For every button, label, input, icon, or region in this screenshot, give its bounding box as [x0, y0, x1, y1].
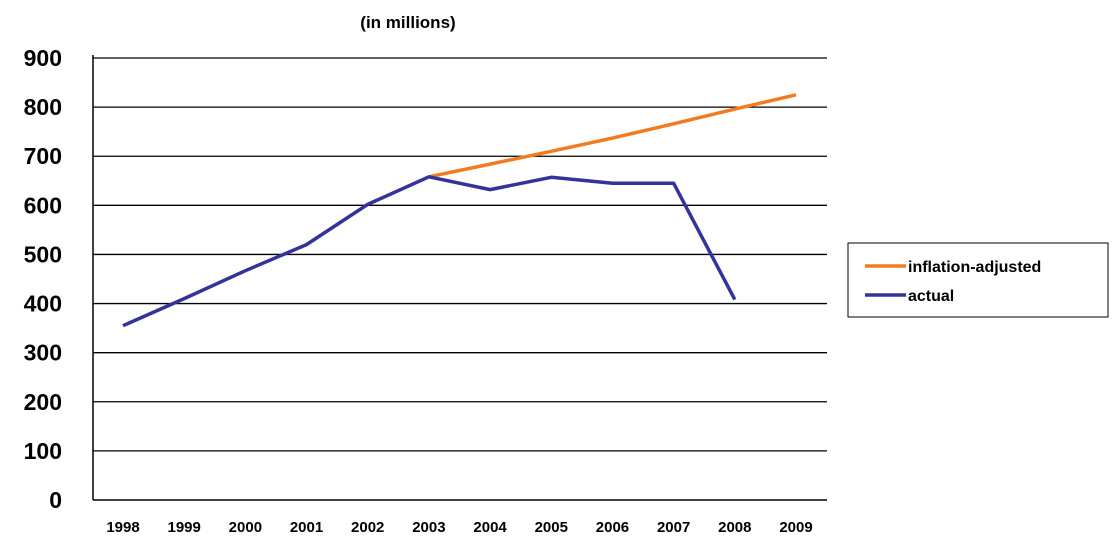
y-tick-label-700: 700 [24, 143, 62, 169]
x-tick-label-2008: 2008 [718, 519, 751, 536]
series-lines [122, 93, 797, 328]
y-tick-label-900: 900 [24, 45, 62, 71]
legend-label-actual: actual [908, 288, 954, 305]
x-tick-label-1999: 1999 [167, 519, 200, 536]
gridlines [93, 57, 827, 452]
y-tick-label-500: 500 [24, 241, 62, 267]
x-tick-label-2009: 2009 [779, 519, 812, 536]
legend: inflation-adjusted actual [847, 242, 1109, 318]
y-tick-label-400: 400 [24, 291, 62, 317]
x-tick-label-2004: 2004 [473, 519, 507, 536]
x-tick-label-2005: 2005 [535, 519, 568, 536]
x-tick-label-2006: 2006 [596, 519, 629, 536]
chart-subtitle: (in millions) [360, 13, 455, 32]
y-tick-label-100: 100 [24, 438, 62, 464]
y-tick-label-300: 300 [24, 340, 62, 366]
legend-label-inflation-adjusted: inflation-adjusted [908, 259, 1041, 276]
x-tick-label-2002: 2002 [351, 519, 384, 536]
x-tick-label-2001: 2001 [290, 519, 323, 536]
x-tick-label-1998: 1998 [106, 519, 139, 536]
y-tick-label-200: 200 [24, 389, 62, 415]
y-tick-label-600: 600 [24, 192, 62, 218]
y-tick-label-800: 800 [24, 94, 62, 120]
x-tick-label-2000: 2000 [229, 519, 262, 536]
legend-box [847, 242, 1109, 318]
axes [92, 55, 827, 501]
x-tick-label-2007: 2007 [657, 519, 690, 536]
x-tick-label-2003: 2003 [412, 519, 445, 536]
x-axis-tick-labels: 1998 1999 2000 2001 2002 2003 2004 2005 2006 2007… [106, 519, 812, 536]
y-tick-label-0: 0 [49, 487, 62, 513]
y-axis-tick-labels: 0 100 200 300 400 500 600 700 800 900 [24, 45, 62, 513]
